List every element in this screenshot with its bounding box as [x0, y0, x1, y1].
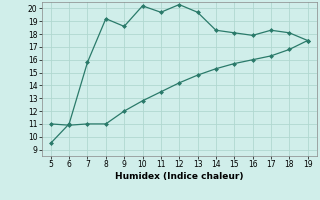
X-axis label: Humidex (Indice chaleur): Humidex (Indice chaleur) — [115, 172, 244, 181]
